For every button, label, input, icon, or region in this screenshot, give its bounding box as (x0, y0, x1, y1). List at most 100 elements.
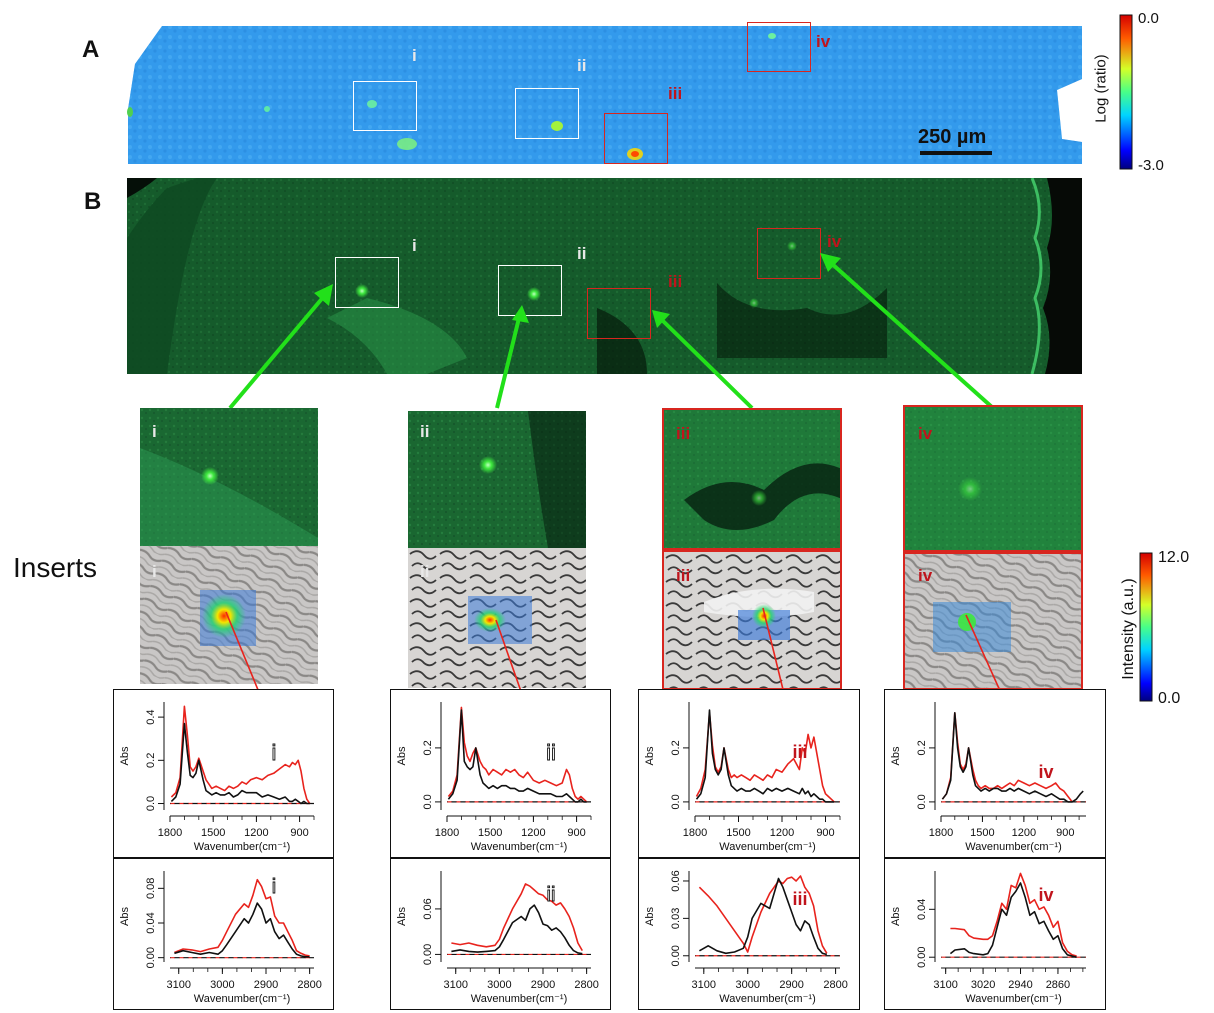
x-tick-label: 900 (1056, 827, 1074, 839)
y-tick-label: 0.06 (422, 898, 434, 919)
x-tick-label: 900 (290, 827, 308, 839)
x-axis-label: Wavenumber(cm⁻¹) (194, 993, 290, 1005)
x-tick-label: 1200 (521, 827, 545, 839)
series-line-red (447, 706, 588, 803)
series-line-black (949, 882, 1077, 958)
x-tick-label: 1800 (929, 827, 953, 839)
insert-visible-iii-label: iii (676, 566, 691, 585)
y-tick-label: 0.2 (145, 753, 157, 768)
y-tick-label: 0.04 (916, 899, 928, 920)
plot-high-wavenumber-i: 3100 3000 2900 2800 0.00 0.04 0.08 Wavenumber(c… (113, 858, 334, 1010)
series-line-red (174, 878, 310, 957)
plot-fingerprint-i: 1800 1500 1200 900 0.0 0.2 0.4 Wavenumber(cm⁻¹)… (113, 689, 334, 858)
plot-high-wavenumber-iv: 3100 3020 2940 2860 0.00 0.04 Wavenumber(cm⁻¹)… (884, 858, 1106, 1010)
x-tick-label: 3100 (166, 979, 190, 991)
insert-fluor-iv-label: iv (918, 424, 933, 443)
plot-high-wavenumber-ii: 3100 3000 2900 2800 0.00 0.06 Wavenumber(cm⁻¹)… (390, 858, 611, 1010)
label-a-ii: ii (577, 56, 587, 75)
insert-fluor-iv (903, 405, 1083, 552)
axes (934, 871, 1086, 969)
region-tag: iv (1038, 762, 1053, 782)
axes (163, 871, 314, 969)
intensity-colorbar (1139, 552, 1153, 702)
region-box-a-iv (747, 22, 811, 72)
x-tick-label: 1500 (970, 827, 994, 839)
label-b-i: i (412, 236, 417, 255)
y-tick-label: 0.2 (916, 740, 928, 755)
y-axis-label: Abs (119, 907, 131, 926)
y-tick-label: 0.00 (145, 947, 157, 968)
region-tag: iii (792, 742, 807, 762)
y-tick-label: 0.0 (670, 794, 682, 809)
y-tick-label: 0.0 (916, 794, 928, 809)
x-axis-label: Wavenumber(cm⁻¹) (719, 841, 815, 853)
series-line-black (174, 902, 310, 958)
x-tick-label: 1500 (726, 827, 750, 839)
fluorescence-map (127, 178, 1082, 374)
insert-fluor-iii (662, 408, 842, 550)
region-box-b-ii (498, 265, 562, 316)
x-tick-label: 900 (567, 827, 585, 839)
x-tick-label: 1800 (158, 827, 182, 839)
x-tick-label: 3000 (487, 979, 511, 991)
insert-visible-ii (408, 548, 586, 688)
panel-label-b: B (84, 188, 102, 215)
series-line-red (451, 883, 583, 952)
x-tick-label: 3000 (210, 979, 234, 991)
series-line-black (695, 709, 835, 803)
intensity-min: 0.0 (1158, 690, 1181, 707)
x-axis-label: Wavenumber(cm⁻¹) (719, 993, 815, 1005)
x-tick-label: 1200 (244, 827, 268, 839)
y-tick-label: 0.0 (145, 796, 157, 811)
x-axis-label: Wavenumber(cm⁻¹) (965, 841, 1061, 853)
label-b-iii: iii (668, 272, 683, 291)
region-tag: i (272, 876, 276, 898)
x-tick-label: 3100 (933, 979, 957, 991)
x-tick-label: 1200 (1012, 827, 1036, 839)
insert-fluor-iii-label: iii (676, 424, 691, 443)
insert-fluor-i (140, 408, 318, 546)
axes (440, 871, 591, 969)
label-a-iii: iii (668, 84, 683, 103)
scale-bar-label: 250 µm (918, 126, 987, 148)
y-axis-label: Abs (890, 907, 902, 926)
label-b-iv: iv (827, 232, 842, 251)
x-tick-label: 2800 (297, 979, 321, 991)
log-ratio-max: 0.0 (1138, 10, 1159, 27)
region-tag: ii (547, 884, 556, 906)
y-tick-label: 0.0 (422, 794, 434, 809)
region-box-b-i (335, 257, 399, 308)
y-axis-label: Abs (396, 907, 408, 926)
insert-visible-iv-label: iv (918, 566, 933, 585)
x-axis-label: Wavenumber(cm⁻¹) (194, 841, 290, 853)
ir-ratio-map (127, 26, 1082, 164)
label-a-i: i (412, 46, 417, 65)
region-tag: iv (1038, 885, 1053, 905)
region-box-a-iii (604, 113, 668, 164)
zoom-arrows (228, 253, 995, 410)
y-tick-label: 0.00 (670, 945, 682, 966)
x-tick-label: 1800 (683, 827, 707, 839)
label-b-ii: ii (577, 244, 587, 263)
series-line-red (698, 875, 828, 954)
region-tag: i (272, 740, 277, 765)
y-tick-label: 0.06 (670, 870, 682, 891)
series-line-black (451, 904, 583, 955)
intensity-max: 12.0 (1158, 549, 1190, 566)
x-tick-label: 3100 (443, 979, 467, 991)
x-axis-label: Wavenumber(cm⁻¹) (965, 993, 1061, 1005)
y-tick-label: 0.04 (145, 912, 157, 933)
region-box-a-ii (515, 88, 579, 139)
plot-fingerprint-ii: 1800 1500 1200 900 0.0 0.2 Wavenumber(cm⁻¹) Abs… (390, 689, 611, 858)
series-line-red (170, 705, 311, 804)
y-tick-label: 0.08 (145, 878, 157, 899)
y-tick-label: 0.00 (422, 944, 434, 965)
y-axis-label: Abs (119, 746, 131, 765)
series-line-red (950, 872, 1077, 957)
series-line-black (170, 722, 310, 805)
x-tick-label: 3020 (971, 979, 995, 991)
region-tag: ii (546, 740, 556, 765)
spectrum-arrows (225, 607, 1037, 773)
plot-fingerprint-iii: 1800 1500 1200 900 0.0 0.2 Wavenumber(cm⁻¹) Abs… (638, 689, 860, 858)
x-tick-label: 2900 (254, 979, 278, 991)
